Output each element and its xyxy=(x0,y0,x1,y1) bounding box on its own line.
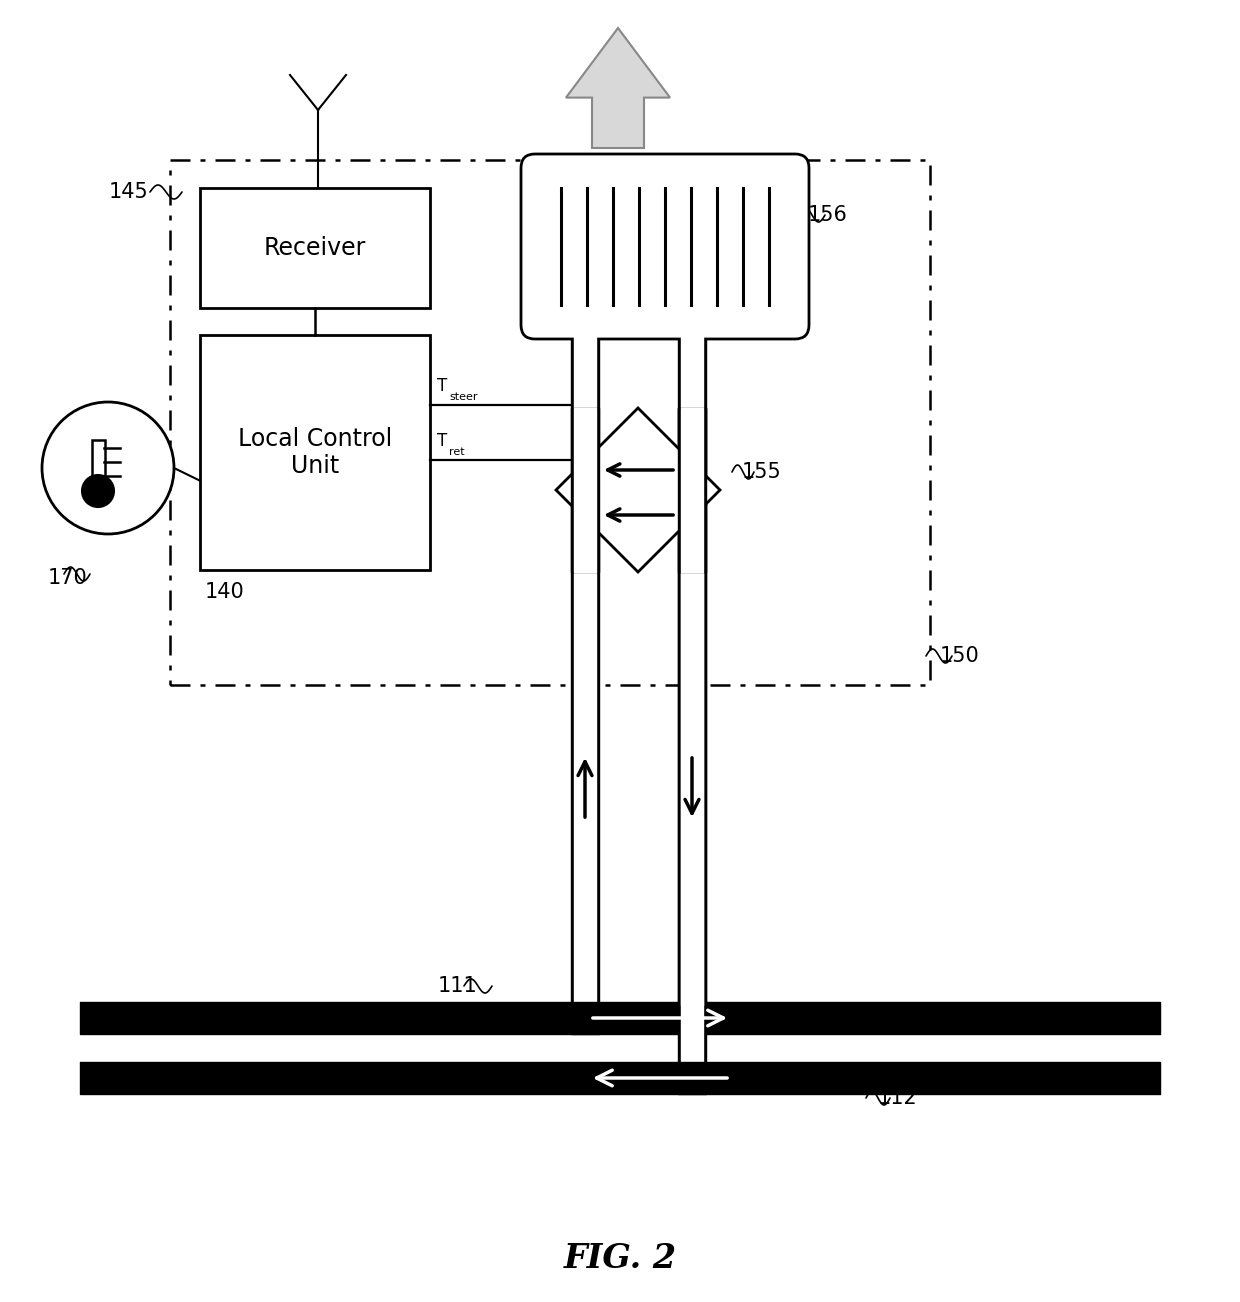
Text: 155: 155 xyxy=(742,462,781,482)
Text: Receiver: Receiver xyxy=(264,236,366,260)
Text: FIG. 2: FIG. 2 xyxy=(563,1242,677,1275)
Polygon shape xyxy=(556,408,720,572)
Text: 170: 170 xyxy=(48,568,88,589)
Text: 156: 156 xyxy=(808,204,848,225)
Bar xyxy=(92,440,105,493)
Polygon shape xyxy=(565,29,670,148)
Text: ret: ret xyxy=(449,447,465,457)
Text: 145: 145 xyxy=(108,182,148,202)
Bar xyxy=(200,187,430,309)
Text: 111: 111 xyxy=(438,976,477,996)
Text: steer: steer xyxy=(449,392,477,402)
Text: 112: 112 xyxy=(878,1088,918,1108)
Circle shape xyxy=(42,402,174,534)
Text: 140: 140 xyxy=(205,582,244,602)
FancyBboxPatch shape xyxy=(521,154,808,339)
Bar xyxy=(200,335,430,570)
Circle shape xyxy=(82,475,114,506)
Text: 150: 150 xyxy=(940,646,980,667)
Text: T: T xyxy=(436,378,448,395)
Bar xyxy=(170,160,930,685)
Text: Local Control
Unit: Local Control Unit xyxy=(238,427,392,478)
Text: T: T xyxy=(436,432,448,450)
